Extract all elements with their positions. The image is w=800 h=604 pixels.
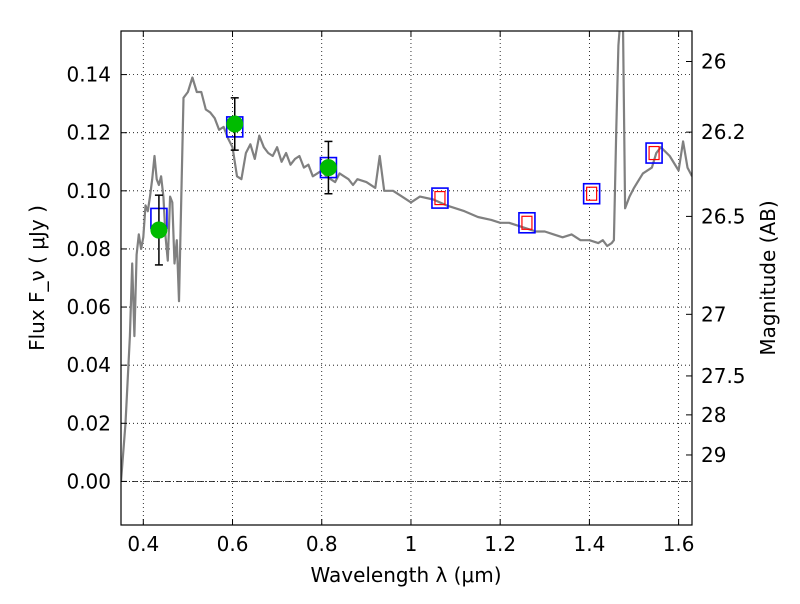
frame-layer: [120, 30, 693, 526]
model-photometry-square: [582, 182, 601, 205]
y-axis-title: Flux F_ν ( μJy ): [25, 205, 49, 351]
model-photometry-square: [645, 142, 663, 164]
spectrum-layer: [121, 31, 692, 482]
model-photometry-inner-square: [521, 215, 533, 230]
y-right-tick-label: 28: [701, 403, 726, 427]
y-right-axis-title: Magnitude (AB): [756, 200, 780, 355]
marker-layer: [150, 97, 663, 266]
x-tick-label: 0.6: [217, 532, 249, 556]
y-tick-label: 0.00: [66, 469, 111, 493]
y-right-tick-label: 27: [701, 302, 726, 326]
y-right-tick-label: 29: [701, 443, 726, 467]
y-tick-label: 0.14: [66, 63, 111, 87]
plot-frame: [120, 30, 693, 526]
model-photometry-inner-square: [434, 190, 446, 206]
observed-point: [150, 221, 168, 239]
y-tick-label: 0.10: [66, 179, 111, 203]
model-photometry-inner-square: [586, 186, 598, 201]
model-photometry-inner-square: [648, 145, 660, 161]
y-right-tick-label: 26.5: [701, 204, 746, 228]
y-right-tick-label: 26.2: [701, 120, 746, 144]
x-tick-label: 1.2: [484, 532, 516, 556]
y-tick-label: 0.06: [66, 295, 111, 319]
grid-layer: [121, 31, 692, 525]
model-photometry-square: [518, 211, 536, 234]
x-tick-label: 0.8: [306, 532, 338, 556]
tick-layer: 0.4 0.6 0.8 1 1.2 1.4 1.6 0.00 0.02 0.04 0.06 0.08 0…: [66, 31, 746, 556]
x-tick-label: 1: [405, 532, 418, 556]
observed-point: [319, 159, 337, 177]
y-tick-label: 0.12: [66, 121, 111, 145]
y-right-tick-label: 27.5: [701, 364, 746, 388]
x-tick-label: 0.4: [127, 532, 159, 556]
x-tick-label: 1.6: [663, 532, 695, 556]
observed-point: [226, 115, 244, 133]
y-tick-label: 0.02: [66, 411, 111, 435]
y-tick-label: 0.08: [66, 237, 111, 261]
x-axis-title: Wavelength λ (μm): [310, 563, 501, 587]
x-tick-label: 1.4: [573, 532, 605, 556]
spectrum-line: [121, 31, 692, 482]
y-right-tick-label: 26: [701, 50, 726, 74]
model-photometry-square: [431, 187, 449, 209]
y-tick-label: 0.04: [66, 353, 111, 377]
